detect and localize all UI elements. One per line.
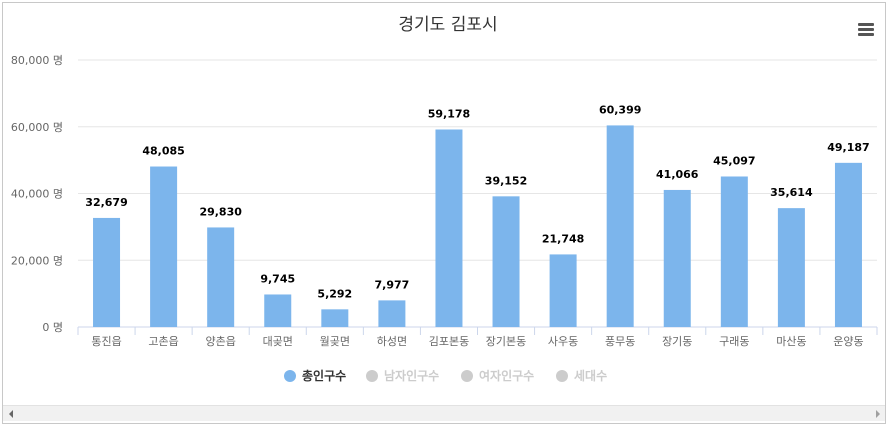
data-label: 59,178 — [428, 107, 470, 120]
arrow-right-icon[interactable] — [869, 406, 885, 421]
legend-label: 세대수 — [574, 368, 607, 383]
bar[interactable] — [720, 176, 748, 327]
x-tick-label: 장기본동 — [486, 335, 526, 348]
y-tick-label: 40,000 명 — [11, 188, 63, 201]
x-tick-label: 마산동 — [776, 335, 806, 348]
bars — [93, 125, 862, 327]
x-tick-label: 장기동 — [662, 335, 692, 348]
x-tick-label: 월곶면 — [320, 335, 350, 348]
legend-item[interactable]: 남자인구수 — [366, 368, 439, 383]
legend: 총인구수 남자인구수 여자인구수 세대수 — [284, 368, 607, 383]
data-label: 49,187 — [827, 141, 869, 154]
bar[interactable] — [378, 300, 406, 327]
data-label: 45,097 — [713, 154, 755, 167]
bar[interactable] — [663, 189, 691, 327]
legend-marker — [556, 370, 568, 382]
arrow-left-icon[interactable] — [3, 406, 19, 421]
bar[interactable] — [93, 217, 121, 327]
bar-chart: 경기도 김포시 0 명 20,000 명 40,000 명 60,000 명 80,00… — [11, 15, 878, 383]
data-label: 41,066 — [656, 168, 699, 181]
chart-title: 경기도 김포시 — [398, 15, 497, 35]
data-label: 35,614 — [770, 186, 813, 199]
y-axis: 0 명 20,000 명 40,000 명 60,000 명 80,000 명 — [11, 54, 63, 334]
legend-item[interactable]: 세대수 — [556, 368, 607, 383]
y-tick-label: 20,000 명 — [11, 254, 63, 267]
data-label: 21,748 — [542, 232, 584, 245]
data-label: 7,977 — [374, 278, 409, 291]
bar[interactable] — [777, 208, 805, 327]
bar[interactable] — [264, 294, 292, 327]
legend-marker — [284, 370, 296, 382]
legend-marker — [461, 370, 473, 382]
bar[interactable] — [435, 129, 463, 327]
x-tick-label: 사우동 — [548, 335, 578, 348]
x-tick-label: 하성면 — [377, 334, 407, 348]
data-label: 39,152 — [485, 174, 527, 187]
bar[interactable] — [549, 254, 577, 327]
data-label: 48,085 — [142, 145, 184, 158]
legend-item[interactable]: 총인구수 — [284, 368, 346, 383]
data-labels: 32,679 48,085 29,830 9,745 5,292 7,977 59,178 3… — [85, 103, 869, 300]
bar[interactable] — [834, 162, 862, 327]
data-label: 5,292 — [317, 287, 352, 300]
legend-item[interactable]: 여자인구수 — [461, 368, 534, 383]
horizontal-scrollbar[interactable] — [3, 405, 885, 421]
data-label: 29,830 — [199, 205, 242, 218]
bar[interactable] — [321, 309, 349, 327]
x-tick-label: 통진읍 — [91, 335, 121, 348]
legend-marker — [366, 370, 378, 382]
y-tick-label: 80,000 명 — [11, 54, 63, 67]
y-tick-label: 0 명 — [42, 321, 63, 334]
x-axis: 통진읍 고촌읍 양촌읍 대곶면 월곶면 하성면 김포본동 장기본동 사우동 풍무동 장기동 구래동 마산… — [77, 327, 878, 348]
bar[interactable] — [492, 196, 520, 327]
legend-label: 남자인구수 — [384, 368, 439, 383]
legend-label: 여자인구수 — [479, 368, 534, 383]
x-tick-label: 운양동 — [833, 335, 863, 348]
x-tick-label: 풍무동 — [605, 335, 635, 348]
legend-label: 총인구수 — [302, 368, 346, 383]
data-label: 9,745 — [260, 272, 295, 285]
x-tick-label: 양촌읍 — [205, 335, 235, 348]
bar[interactable] — [207, 227, 235, 327]
x-tick-label: 김포본동 — [429, 335, 469, 348]
chart-container: 경기도 김포시 0 명 20,000 명 40,000 명 60,000 명 80,00… — [2, 2, 886, 424]
hamburger-menu-icon[interactable] — [856, 21, 876, 39]
x-tick-label: 대곶면 — [263, 335, 293, 348]
x-tick-label: 고촌읍 — [148, 335, 178, 348]
data-label: 32,679 — [85, 196, 127, 209]
y-tick-label: 60,000 명 — [11, 121, 63, 134]
bar[interactable] — [606, 125, 634, 327]
grid-lines — [78, 59, 877, 328]
data-label: 60,399 — [599, 103, 641, 116]
bar[interactable] — [150, 166, 178, 327]
x-tick-label: 구래동 — [719, 335, 749, 348]
